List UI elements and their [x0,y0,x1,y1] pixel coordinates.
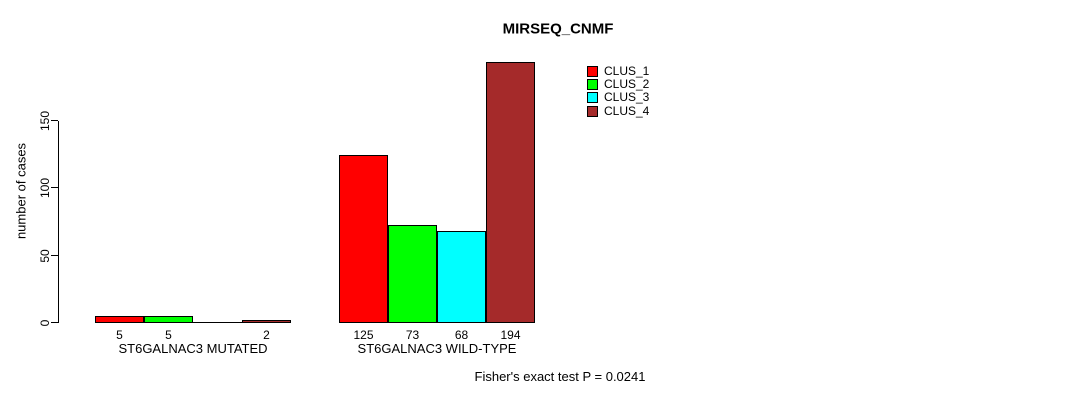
chart-title: MIRSEQ_CNMF [502,20,614,38]
bar-clus_2 [144,316,193,323]
bar-value-label: 125 [353,328,374,342]
bar-clus_3 [437,231,486,323]
bar-value-label: 2 [263,328,270,342]
y-axis-tick-label: 0 [38,319,52,327]
bar-clus_4 [486,62,535,323]
y-axis-tick [51,322,58,323]
x-category-label: ST6GALNAC3 MUTATED [118,341,268,356]
y-axis-tick-label: 100 [38,178,52,199]
y-axis-tick-label: 150 [38,111,52,132]
y-axis-tick-label: 50 [38,249,52,263]
y-axis-tick [51,254,58,256]
y-axis-tick [51,187,58,189]
bar-clus_1 [339,155,388,323]
x-category-label: ST6GALNAC3 WILD-TYPE [357,341,517,356]
bar-value-label: 194 [500,328,521,342]
bar-clus_4 [242,320,291,323]
bar-clus_1 [95,316,144,323]
bar-clus_3-zero [193,322,242,323]
bar-value-label: 5 [116,328,123,342]
y-axis-tick [51,120,58,122]
bar-value-label: 5 [165,328,172,342]
y-axis-line [58,121,59,323]
bar-value-label: 73 [405,328,420,342]
bar-value-label: 68 [454,328,469,342]
annotation-text: Fisher's exact test P = 0.0241 [474,369,646,384]
bar-clus_2 [388,225,437,323]
